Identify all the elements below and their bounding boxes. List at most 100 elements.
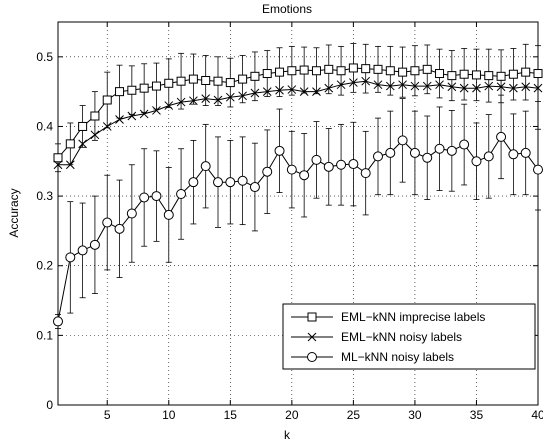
data-point (287, 66, 297, 76)
data-point (521, 67, 531, 77)
data-point (249, 182, 260, 193)
y-tick-label: 0.3 (36, 189, 53, 203)
data-point (275, 85, 284, 95)
data-point (65, 252, 76, 263)
data-point (410, 66, 420, 76)
data-point (385, 147, 396, 158)
legend: EML−kNN imprecise labels EML−kNN noisy la… (282, 303, 536, 370)
data-point (201, 75, 211, 85)
data-point (521, 82, 531, 92)
data-point (53, 160, 63, 170)
data-point (447, 82, 457, 92)
data-point (275, 67, 285, 77)
data-point (274, 145, 285, 156)
data-point (262, 166, 273, 177)
data-point (126, 208, 137, 219)
data-point (200, 161, 211, 172)
data-point (447, 71, 457, 81)
data-point (287, 85, 297, 94)
y-tick-label: 0.5 (36, 50, 53, 64)
series-x (53, 76, 543, 170)
data-point (102, 217, 113, 228)
data-point (508, 149, 519, 160)
x-tick-label: 30 (408, 408, 422, 422)
data-point (385, 66, 395, 76)
data-point (508, 69, 518, 79)
data-point (385, 81, 395, 91)
data-point (176, 97, 186, 107)
series-line (58, 80, 539, 166)
data-point (361, 64, 371, 74)
data-point (163, 209, 174, 220)
data-point (127, 111, 137, 121)
data-point (422, 152, 433, 163)
data-point (324, 83, 334, 93)
data-point (250, 71, 260, 81)
data-point (237, 175, 248, 186)
data-point (225, 78, 235, 88)
data-point (90, 130, 100, 140)
data-point (311, 154, 322, 165)
data-point (189, 96, 198, 106)
data-point (311, 66, 321, 76)
data-point (533, 69, 543, 79)
data-point (78, 139, 87, 149)
x-tick-label: 10 (162, 408, 176, 422)
data-point (115, 115, 124, 124)
series-layer (53, 43, 543, 329)
data-point (484, 81, 494, 91)
data-point (151, 81, 161, 91)
data-point (238, 91, 247, 101)
data-point (102, 122, 112, 131)
legend-entry: EML−kNN noisy labels (341, 330, 462, 344)
data-point (188, 74, 198, 84)
data-point (151, 191, 162, 202)
data-point (471, 156, 482, 167)
data-point (496, 82, 506, 92)
y-axis-ticks: 0 0.1 0.2 0.3 0.4 0.5 (36, 50, 538, 412)
data-point (213, 95, 223, 105)
data-point (127, 85, 137, 95)
data-point (373, 80, 383, 90)
legend-marker (307, 332, 317, 342)
data-point (188, 177, 199, 188)
data-point (459, 83, 469, 93)
data-point (459, 69, 469, 79)
data-point (496, 71, 506, 81)
data-point (323, 161, 334, 172)
data-point (286, 164, 297, 175)
data-point (114, 223, 125, 234)
series-circle (53, 94, 543, 329)
data-point (115, 87, 125, 97)
data-point (459, 139, 470, 150)
data-point (373, 64, 383, 74)
data-point (434, 143, 445, 154)
data-point (336, 80, 346, 90)
data-point (348, 159, 359, 170)
data-point (361, 76, 371, 86)
legend-marker (307, 352, 317, 362)
data-point (225, 177, 236, 188)
data-point (65, 139, 75, 149)
x-tick-label: 25 (347, 408, 361, 422)
data-point (472, 83, 481, 93)
y-axis-label: Accuracy (7, 188, 21, 237)
data-point (398, 67, 408, 77)
data-point (348, 63, 358, 73)
series-line (57, 136, 539, 322)
data-point (77, 245, 88, 256)
data-point (176, 189, 187, 200)
data-point (65, 160, 75, 170)
data-point (533, 164, 543, 175)
data-point (435, 69, 445, 79)
data-point (422, 64, 432, 74)
data-point (53, 316, 63, 327)
data-point (397, 135, 408, 146)
data-point (238, 74, 248, 84)
data-point (409, 147, 420, 158)
data-point (225, 92, 235, 102)
data-point (201, 94, 211, 103)
data-point (349, 78, 358, 87)
data-point (520, 147, 531, 158)
